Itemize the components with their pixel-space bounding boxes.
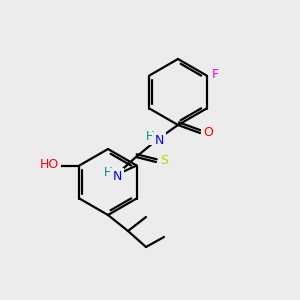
Text: N: N [112, 169, 122, 182]
Text: N: N [154, 134, 164, 146]
Text: F: F [212, 68, 219, 81]
Text: O: O [203, 127, 213, 140]
Text: H: H [146, 130, 154, 143]
Text: HO: HO [40, 158, 59, 171]
Text: S: S [160, 154, 168, 167]
Text: H: H [103, 167, 112, 179]
